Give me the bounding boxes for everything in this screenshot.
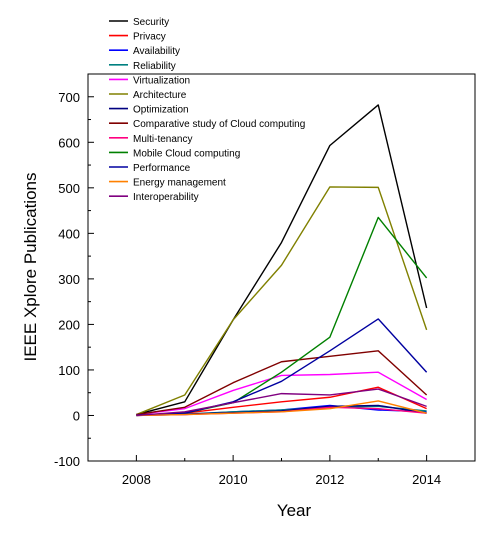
- series-line-mobile-cloud-computing: [136, 216, 428, 417]
- legend-label: Energy management: [133, 178, 226, 189]
- x-tick-label: 2014: [412, 472, 441, 487]
- legend-label: Architecture: [133, 90, 187, 101]
- series-line-security: [136, 104, 428, 416]
- y-tick-label: 100: [58, 363, 80, 378]
- y-tick-label: 300: [58, 272, 80, 287]
- legend-label: Reliability: [133, 61, 176, 72]
- x-tick-label: 2008: [122, 472, 151, 487]
- x-axis-title: Year: [277, 501, 312, 520]
- y-tick-label: -100: [54, 454, 80, 469]
- series-line-energy-management: [136, 400, 427, 417]
- legend-label: Mobile Cloud computing: [133, 148, 240, 159]
- y-tick-label: 0: [73, 408, 80, 423]
- series-line-interoperability: [136, 388, 427, 417]
- legend-label: Performance: [133, 163, 191, 174]
- y-tick-label: 200: [58, 317, 80, 332]
- x-axis-ticks: 2008 2010 2012 2014: [122, 455, 476, 487]
- series-line-architecture: [136, 186, 428, 416]
- series-line-comparative-study-of-cloud-computing: [136, 350, 428, 416]
- legend-label: Optimization: [133, 105, 189, 116]
- y-axis-title: IEEE Xplore Publications: [21, 173, 40, 362]
- y-tick-label: 600: [58, 135, 80, 150]
- y-axis-ticks: -100 0 100 200 300 400 500 600 700: [54, 90, 94, 469]
- legend-label: Virtualization: [133, 75, 190, 86]
- x-tick-label: 2010: [219, 472, 248, 487]
- legend-label: Comparative study of Cloud computing: [133, 119, 305, 130]
- legend-label: Privacy: [133, 32, 166, 43]
- y-tick-label: 400: [58, 226, 80, 241]
- series-line-virtualization: [136, 371, 427, 416]
- y-tick-label: 700: [58, 90, 80, 105]
- legend: Security Privacy Availability Reliability Vi…: [109, 17, 305, 203]
- series-lines: [136, 104, 428, 417]
- y-tick-label: 500: [58, 181, 80, 196]
- legend-label: Multi-tenancy: [133, 134, 192, 145]
- legend-label: Interoperability: [133, 192, 199, 203]
- series-line-performance: [136, 318, 428, 416]
- x-tick-label: 2012: [315, 472, 344, 487]
- legend-label: Security: [133, 17, 169, 28]
- legend-label: Availability: [133, 46, 180, 57]
